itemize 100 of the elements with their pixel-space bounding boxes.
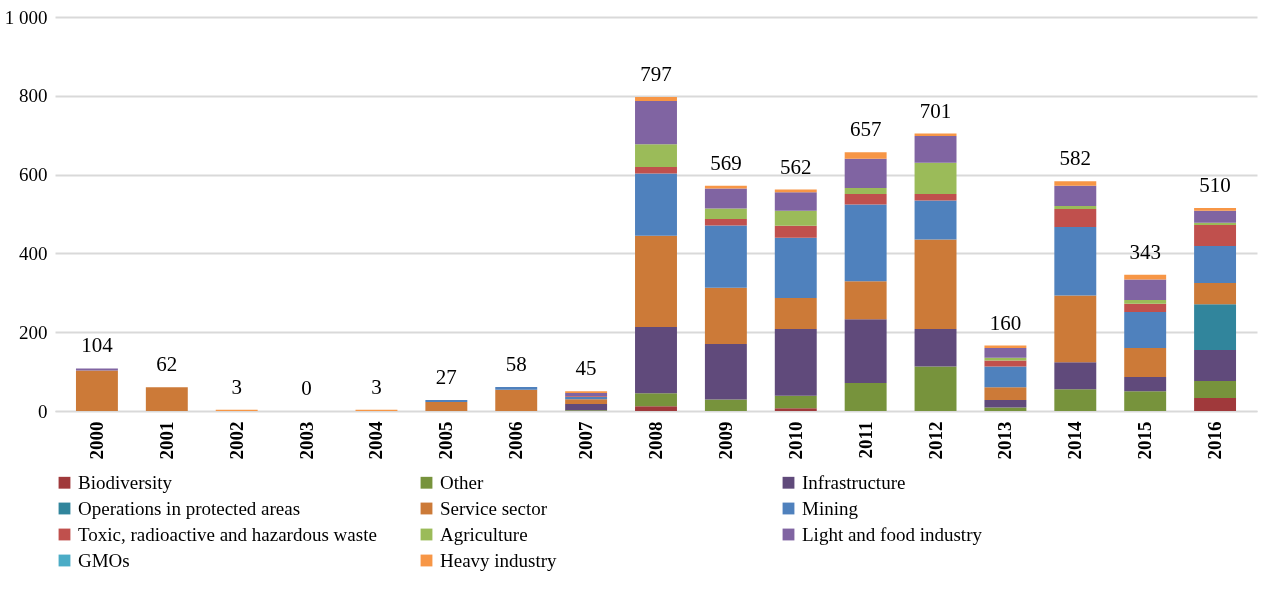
bar: [844, 152, 887, 159]
bar: [635, 173, 677, 236]
bar: [565, 399, 608, 404]
bar: [914, 193, 957, 201]
y-tick-label: 400: [19, 242, 48, 264]
x-tick-label: 2007: [575, 421, 597, 460]
total-label: 45: [575, 356, 597, 381]
x-tick-label: 2008: [645, 421, 666, 460]
x-tick-label: 2004: [365, 421, 387, 460]
bar: [75, 370, 118, 411]
bar: [704, 225, 747, 288]
total-label: 58: [505, 351, 527, 376]
total-label: 569: [710, 150, 742, 175]
bar: [495, 389, 538, 411]
bar: [774, 395, 817, 409]
bar: [774, 408, 817, 411]
y-tick-label: 200: [19, 321, 48, 343]
bar: [635, 393, 677, 407]
bar: [704, 208, 747, 220]
bar: [704, 188, 747, 209]
y-tick-label: 1 000: [4, 6, 48, 28]
bar: [704, 399, 747, 411]
bar: [844, 281, 887, 320]
legend-label: Mining: [802, 497, 859, 519]
bar: [844, 188, 887, 194]
total-label: 657: [849, 117, 882, 142]
bar: [565, 403, 608, 411]
bar: [914, 366, 957, 411]
bar: [1054, 208, 1097, 227]
bar: [635, 406, 677, 411]
bar: [1054, 181, 1097, 186]
bar: [635, 235, 677, 328]
bar: [984, 387, 1027, 400]
bar: [565, 392, 608, 397]
legend-label: Toxic, radioactive and hazardous waste: [78, 523, 377, 545]
total-label: 562: [780, 154, 812, 179]
bar: [1054, 185, 1097, 207]
x-tick-label: 2010: [784, 421, 806, 460]
total-label: 3: [371, 374, 382, 399]
bar: [1054, 206, 1097, 209]
total-label: 0: [301, 376, 312, 400]
total-label: 62: [156, 352, 178, 377]
x-tick-label: 2013: [994, 421, 1016, 460]
bar: [914, 239, 957, 330]
y-tick-label: 0: [38, 400, 48, 422]
bar: [844, 158, 887, 188]
bar: [844, 383, 887, 411]
bar: [914, 329, 957, 367]
bar: [145, 387, 188, 411]
legend-label: Agriculture: [440, 523, 528, 545]
bar: [774, 225, 817, 238]
bar: [984, 399, 1027, 408]
bar: [1194, 208, 1237, 211]
bar: [1194, 381, 1237, 398]
bar: [704, 287, 747, 345]
bar: [1054, 227, 1097, 296]
bar: [704, 219, 747, 226]
bar: [844, 319, 887, 384]
legend-label: Biodiversity: [78, 471, 173, 493]
bar: [774, 192, 817, 211]
bar: [844, 193, 887, 205]
total-label: 510: [1199, 173, 1231, 198]
bar: [914, 135, 957, 163]
bar: [1124, 279, 1167, 300]
legend-label: Heavy industry: [440, 549, 558, 571]
y-tick-label: 800: [19, 85, 48, 107]
bar: [1054, 295, 1097, 363]
bar: [1124, 303, 1167, 313]
x-tick-label: 2016: [1204, 421, 1226, 460]
x-tick-label: 2012: [924, 421, 946, 460]
bar: [704, 344, 747, 400]
bar: [635, 100, 677, 145]
bar: [635, 327, 677, 394]
bar: [984, 366, 1027, 388]
bar: [495, 386, 538, 390]
bar: [1124, 312, 1167, 348]
x-tick-label: 2000: [85, 421, 107, 460]
bar: [774, 210, 817, 226]
bar: [774, 237, 817, 298]
bar: [984, 357, 1027, 361]
bar: [1194, 304, 1237, 350]
total-label: 343: [1129, 239, 1161, 264]
bar: [1194, 282, 1237, 305]
total-label: 701: [919, 98, 952, 123]
bar: [914, 162, 957, 194]
bar: [1194, 398, 1237, 411]
x-tick-label: 2015: [1134, 421, 1156, 460]
bar: [635, 96, 677, 101]
total-label: 104: [81, 333, 114, 358]
bar: [1194, 349, 1237, 382]
y-tick-label: 600: [19, 164, 48, 186]
bar: [1194, 245, 1237, 283]
total-label: 3: [231, 374, 242, 399]
x-tick-label: 2001: [155, 421, 177, 460]
bar: [1054, 362, 1097, 390]
x-tick-label: 2005: [435, 421, 457, 460]
legend-label: Light and food industry: [802, 523, 983, 545]
bar: [844, 204, 887, 282]
legend-label: GMOs: [78, 549, 130, 571]
bar: [1194, 225, 1237, 246]
